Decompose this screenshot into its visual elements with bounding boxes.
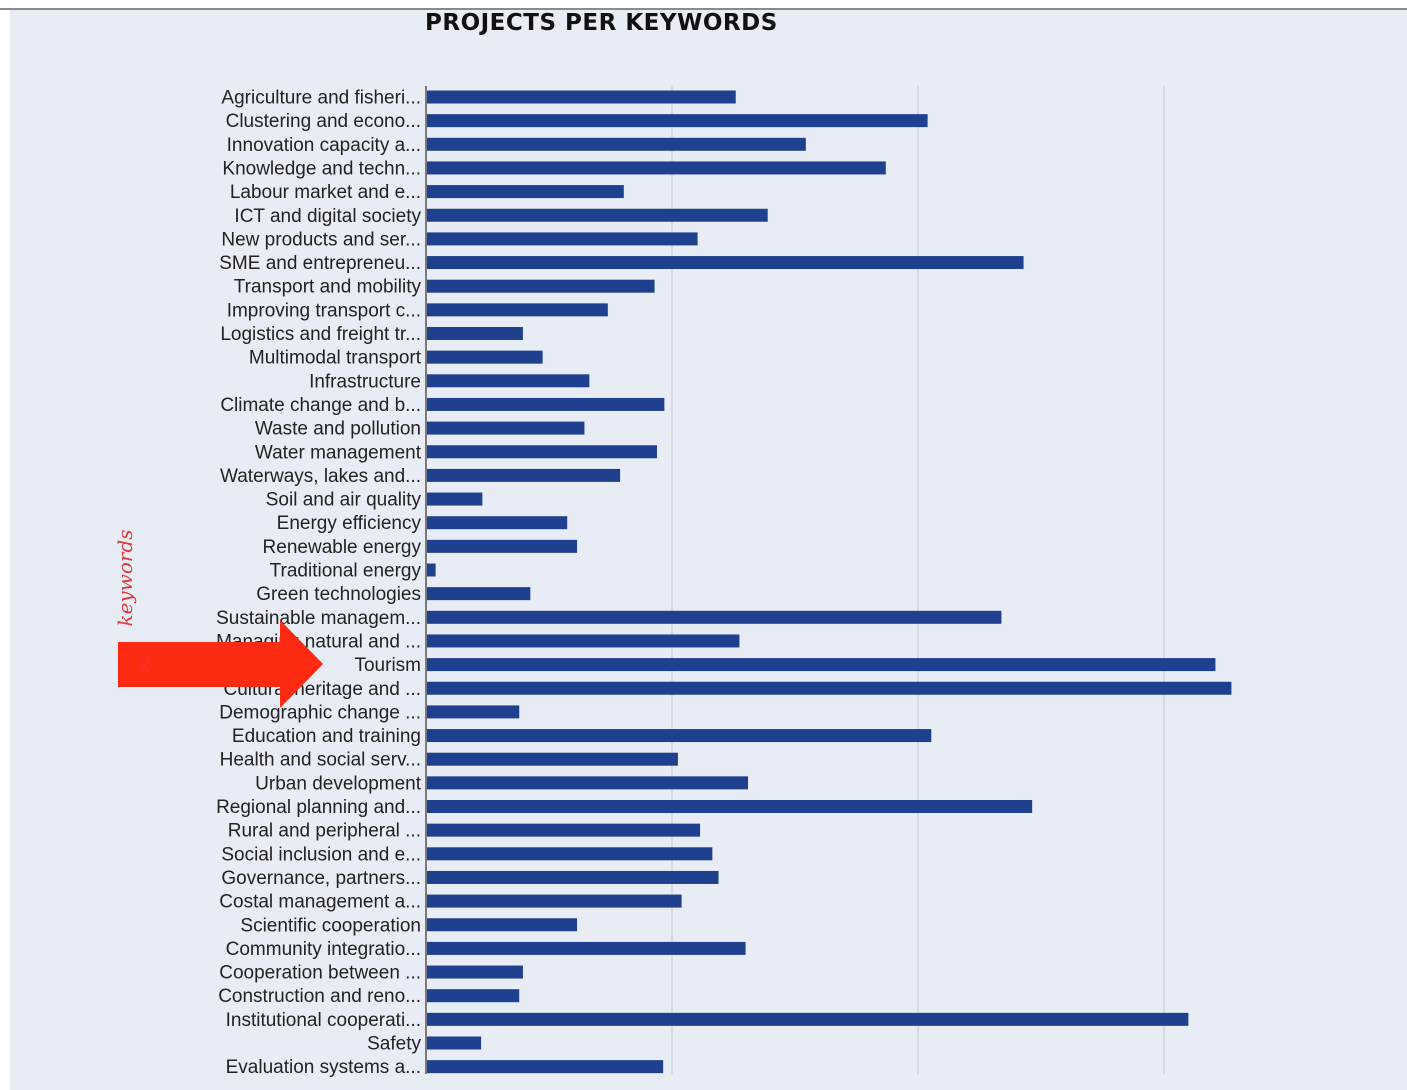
bar-23 xyxy=(427,610,1002,624)
bar-40 xyxy=(427,1012,1189,1026)
top-border-line xyxy=(0,8,1407,10)
category-label-37: Community integratio... xyxy=(226,939,421,960)
category-label-10: Improving transport c... xyxy=(227,300,421,321)
bar-19 xyxy=(427,516,568,530)
category-label-13: Infrastructure xyxy=(309,371,421,392)
category-label-16: Water management xyxy=(255,442,422,463)
bar-35 xyxy=(427,894,682,908)
category-label-8: SME and entrepreneu... xyxy=(219,253,421,274)
bar-21 xyxy=(427,563,436,577)
bar-12 xyxy=(427,350,543,364)
bar-2 xyxy=(427,114,928,128)
bar-11 xyxy=(427,327,523,340)
bar-16 xyxy=(427,445,658,459)
category-label-25: Tourism xyxy=(354,655,421,676)
category-label-30: Urban development xyxy=(255,773,422,794)
category-label-32: Rural and peripheral ... xyxy=(228,821,421,842)
category-label-15: Waste and pollution xyxy=(255,419,421,440)
bar-18 xyxy=(427,492,483,506)
category-label-12: Multimodal transport xyxy=(249,348,422,369)
bar-42 xyxy=(427,1060,664,1074)
category-label-27: Demographic change ... xyxy=(219,702,421,723)
bar-22 xyxy=(427,587,531,601)
bar-27 xyxy=(427,705,520,719)
category-label-18: Soil and air quality xyxy=(266,490,422,511)
bar-6 xyxy=(427,208,768,222)
category-label-3: Innovation capacity a... xyxy=(227,135,421,156)
bar-38 xyxy=(427,965,523,979)
bar-20 xyxy=(427,539,578,553)
bar-25 xyxy=(427,658,1216,672)
bar-5 xyxy=(427,185,624,199)
category-label-26: Cultural heritage and ... xyxy=(223,679,421,700)
bar-33 xyxy=(427,847,713,861)
category-label-17: Waterways, lakes and... xyxy=(220,466,421,487)
category-label-19: Energy efficiency xyxy=(277,513,422,534)
bar-10 xyxy=(427,303,608,317)
bar-24 xyxy=(427,634,740,648)
category-label-1: Agriculture and fisheri... xyxy=(221,88,421,109)
category-label-7: New products and ser... xyxy=(221,229,421,250)
category-label-4: Knowledge and techn... xyxy=(222,158,421,179)
category-label-31: Regional planning and... xyxy=(216,797,421,818)
bar-3 xyxy=(427,137,806,151)
category-label-38: Cooperation between ... xyxy=(219,963,421,984)
category-label-24: Managing natural and ... xyxy=(216,631,421,652)
arrow-marker-text: X xyxy=(137,656,153,681)
bar-28 xyxy=(427,729,932,743)
category-label-9: Transport and mobility xyxy=(234,277,422,298)
bar-17 xyxy=(427,468,621,482)
bar-14 xyxy=(427,397,665,411)
bar-39 xyxy=(427,989,520,1003)
bar-26 xyxy=(427,681,1232,695)
bar-8 xyxy=(427,256,1024,270)
category-label-35: Costal management a... xyxy=(219,892,421,913)
bar-41 xyxy=(427,1036,482,1050)
bar-9 xyxy=(427,279,655,293)
bar-29 xyxy=(427,752,678,766)
category-label-29: Health and social serv... xyxy=(220,750,421,771)
category-label-36: Scientific cooperation xyxy=(240,915,421,936)
category-label-41: Safety xyxy=(367,1034,421,1055)
bar-32 xyxy=(427,823,701,837)
category-label-14: Climate change and b... xyxy=(220,395,421,416)
category-label-22: Green technologies xyxy=(256,584,421,605)
category-label-11: Logistics and freight tr... xyxy=(220,324,421,345)
category-label-23: Sustainable managem... xyxy=(216,608,421,629)
category-label-2: Clustering and econo... xyxy=(226,111,421,132)
category-label-39: Construction and reno... xyxy=(218,986,421,1007)
chart-panel xyxy=(10,10,1407,1090)
grid-lines xyxy=(671,86,1165,1074)
category-label-5: Labour market and e... xyxy=(230,182,421,203)
category-label-34: Governance, partners... xyxy=(221,868,421,889)
bar-37 xyxy=(427,941,746,955)
category-label-42: Evaluation systems a... xyxy=(226,1057,421,1078)
category-label-40: Institutional cooperati... xyxy=(226,1010,421,1031)
category-label-21: Traditional energy xyxy=(270,561,422,582)
category-label-20: Renewable energy xyxy=(263,537,422,558)
bar-34 xyxy=(427,870,719,884)
chart-title: PROJECTS PER KEYWORDS xyxy=(425,10,778,36)
bar-7 xyxy=(427,232,698,246)
bar-36 xyxy=(427,918,578,932)
category-label-6: ICT and digital society xyxy=(234,206,421,227)
bar-15 xyxy=(427,421,585,435)
bars xyxy=(427,90,1232,1074)
category-label-33: Social inclusion and e... xyxy=(221,844,421,865)
bar-1 xyxy=(427,90,736,104)
bar-30 xyxy=(427,776,749,790)
category-label-28: Education and training xyxy=(232,726,421,747)
bar-13 xyxy=(427,374,590,388)
bar-31 xyxy=(427,800,1033,813)
category-labels: Agriculture and fisheri...Clustering and… xyxy=(216,88,422,1079)
bar-4 xyxy=(427,161,886,175)
